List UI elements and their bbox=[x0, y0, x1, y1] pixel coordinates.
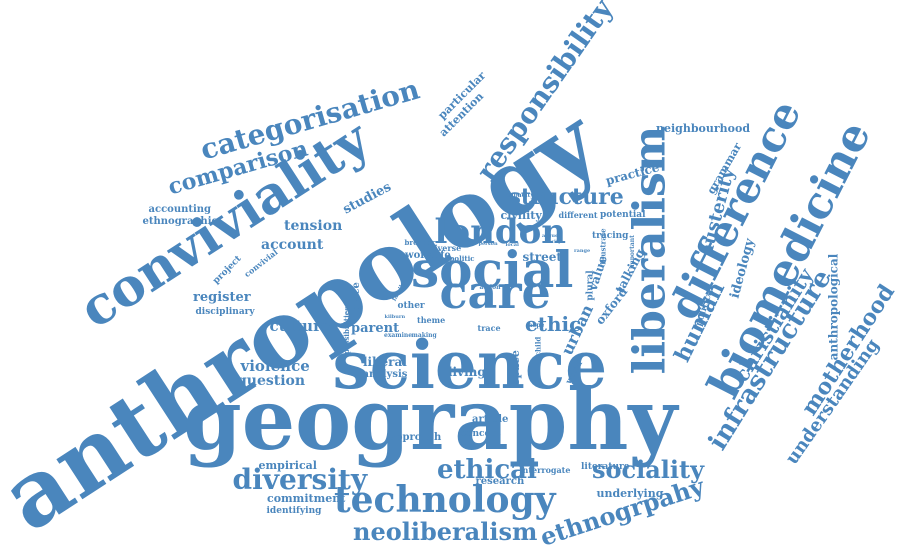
word-action: action bbox=[479, 284, 501, 291]
word-care: care bbox=[439, 265, 551, 319]
word-approach: approach bbox=[389, 432, 442, 443]
word-accounting: accounting bbox=[148, 204, 212, 215]
word-ethic: ethic bbox=[525, 312, 582, 336]
word-politic: politic bbox=[449, 253, 475, 263]
word-parent: parent bbox=[351, 320, 400, 336]
word-local: local bbox=[505, 241, 519, 248]
word-worklife: worklife bbox=[405, 250, 451, 261]
word-space: space bbox=[508, 349, 522, 385]
word-anthropological: anthropological bbox=[825, 253, 840, 361]
word-range: range bbox=[574, 247, 591, 254]
word-social: social bbox=[411, 240, 574, 299]
word-question: question bbox=[237, 373, 306, 389]
word-analysis: analysis bbox=[362, 369, 408, 380]
word-street: street bbox=[522, 250, 562, 264]
word-violence: violence bbox=[240, 356, 310, 375]
word-tension: tension bbox=[284, 218, 343, 234]
word-living: living bbox=[448, 365, 486, 379]
word-kilburn: kilburn bbox=[384, 313, 406, 320]
word-science: science bbox=[332, 326, 608, 404]
word-civility: civility bbox=[500, 208, 542, 222]
word-tracing: tracing bbox=[592, 230, 629, 241]
word-register: register bbox=[193, 289, 251, 305]
word-different: different bbox=[558, 210, 598, 220]
word-empirical: empirical bbox=[258, 458, 318, 472]
word-literature: literature bbox=[581, 461, 630, 472]
word-geography: geography bbox=[183, 370, 678, 469]
word-diversity: diversity bbox=[232, 463, 368, 496]
word-ethical: ethical bbox=[437, 455, 537, 485]
word-sociality: sociality bbox=[592, 455, 705, 484]
word-ethnographic: ethnographic bbox=[142, 216, 218, 227]
word-technology: technology bbox=[334, 479, 556, 521]
word-examine: examine bbox=[384, 332, 413, 339]
word-person: person bbox=[478, 240, 498, 247]
word-potential: potential bbox=[600, 209, 646, 220]
word-other: other bbox=[397, 300, 425, 311]
word-commitment: commitment bbox=[267, 491, 346, 505]
word-london: london bbox=[434, 212, 566, 252]
word-place: place bbox=[350, 282, 362, 312]
word-illustrate: illustrate bbox=[598, 227, 608, 265]
word-possibilities: possibilities bbox=[341, 306, 351, 354]
word-broader: broader bbox=[404, 237, 436, 247]
word-neighbourhood: neighbourhood bbox=[656, 121, 751, 135]
word-child: child bbox=[533, 336, 543, 356]
word-underlying: underlying bbox=[596, 486, 664, 500]
word-culture: culture bbox=[269, 316, 331, 335]
word-capacity: capacity bbox=[506, 192, 534, 199]
word-identifying: identifying bbox=[266, 505, 322, 516]
word-plural: plural bbox=[585, 269, 596, 301]
word-liberal: liberal bbox=[363, 355, 407, 369]
word-interrogate: interrogate bbox=[519, 465, 571, 475]
word-research: research bbox=[475, 476, 525, 487]
word-structure: structure bbox=[508, 184, 624, 210]
word-diverse: diverse bbox=[429, 243, 462, 253]
word-trace: trace bbox=[477, 323, 501, 333]
word-concept: concept bbox=[461, 428, 501, 439]
word-making: making bbox=[411, 332, 437, 339]
word-neoliberalism: neoliberalism bbox=[353, 517, 538, 546]
word-argue: argue bbox=[542, 232, 559, 239]
word-disciplinary: disciplinary bbox=[195, 306, 255, 317]
word-city: city bbox=[551, 238, 562, 245]
word-hope: hope bbox=[528, 322, 545, 329]
word-account: account bbox=[261, 237, 324, 253]
word-important: important bbox=[628, 235, 636, 269]
word-theme: theme bbox=[417, 315, 446, 325]
word-article: article bbox=[472, 414, 509, 425]
